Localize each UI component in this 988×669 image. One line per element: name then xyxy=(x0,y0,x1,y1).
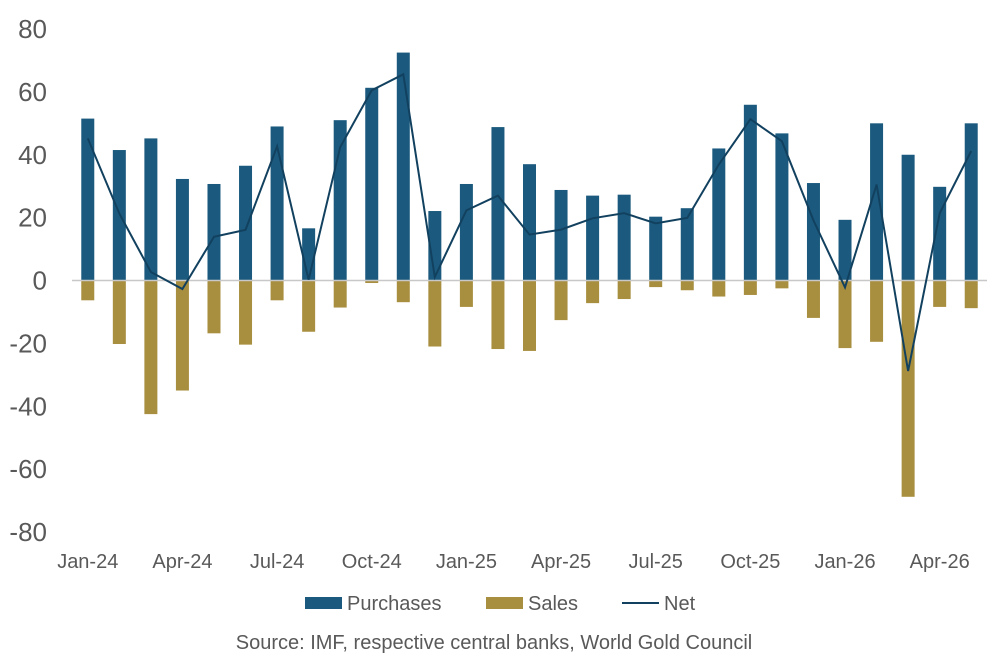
sales-bar xyxy=(743,280,757,295)
legend: Purchases Sales Net xyxy=(305,593,696,615)
x-axis: Jan-24 Apr-24 Jul-24 Oct-24 Jan-25 Apr-25 Jul-… xyxy=(57,551,969,573)
x-tick-label: Jan-25 xyxy=(436,551,497,573)
x-tick-label: Jan-24 xyxy=(57,551,118,573)
legend-sales: Sales xyxy=(486,593,578,615)
purchases-bar xyxy=(396,52,410,281)
sales-bar xyxy=(680,280,694,291)
purchases-bar xyxy=(523,164,536,281)
purchases-bar xyxy=(586,195,600,281)
y-tick-label: 0 xyxy=(33,266,47,296)
purchases-bar xyxy=(491,127,505,281)
purchases-bar xyxy=(333,120,347,281)
purchases-bar xyxy=(302,228,316,281)
sales-bar xyxy=(933,280,947,307)
y-axis: 80 60 40 20 0 -20 -40 -60 -80 xyxy=(9,14,47,547)
legend-label: Net xyxy=(664,593,696,615)
y-tick-label: -80 xyxy=(9,517,47,547)
sales-bar xyxy=(144,280,158,415)
y-tick-label: -20 xyxy=(9,328,47,358)
purchases-bar xyxy=(838,219,852,281)
y-tick-label: 80 xyxy=(18,14,47,44)
purchases-bar xyxy=(428,211,442,281)
sales-bar xyxy=(270,280,284,301)
sales-bar xyxy=(333,280,347,308)
legend-purchases: Purchases xyxy=(305,593,442,615)
y-tick-label: -40 xyxy=(9,391,47,421)
x-tick-label: Apr-25 xyxy=(531,551,591,573)
source-note: Source: IMF, respective central banks, W… xyxy=(235,632,753,654)
purchases-bar xyxy=(554,189,568,281)
sales-bar xyxy=(523,280,536,351)
x-tick-label: Jul-24 xyxy=(250,551,304,573)
sales-bar xyxy=(712,280,726,297)
sales-bar xyxy=(175,280,189,391)
sales-bar xyxy=(775,280,789,289)
purchases-bar xyxy=(649,216,663,281)
sales-bar xyxy=(239,280,253,345)
purchases-bar xyxy=(743,104,757,281)
purchases-bar xyxy=(933,186,947,281)
sales-bar xyxy=(112,280,126,345)
y-tick-label: 40 xyxy=(18,140,47,170)
legend-net: Net xyxy=(622,593,696,615)
legend-swatch xyxy=(486,597,523,609)
y-tick-label: 20 xyxy=(18,203,47,233)
x-tick-label: Jan-26 xyxy=(814,551,875,573)
sales-bar xyxy=(302,280,316,332)
purchases-bar xyxy=(617,194,631,281)
legend-swatch xyxy=(305,597,342,609)
sales-bar xyxy=(586,280,600,304)
purchases-bar xyxy=(270,126,284,281)
sales-bar xyxy=(806,280,820,318)
sales-bar xyxy=(207,280,221,334)
sales-bar xyxy=(365,280,379,284)
x-tick-label: Apr-24 xyxy=(152,551,212,573)
y-tick-label: -60 xyxy=(9,454,47,484)
purchases-bar xyxy=(901,154,915,281)
purchases-bar xyxy=(365,87,379,281)
sales-bar xyxy=(901,280,915,497)
sales-bar xyxy=(870,280,884,342)
x-tick-label: Jul-25 xyxy=(628,551,682,573)
sales-bar xyxy=(617,280,631,300)
sales-bar xyxy=(554,280,568,321)
sales-bar xyxy=(491,280,505,350)
x-tick-label: Oct-25 xyxy=(720,551,780,573)
sales-bar xyxy=(649,280,663,288)
purchases-bar xyxy=(775,133,789,281)
sales-bar xyxy=(396,280,410,303)
purchases-bar xyxy=(144,138,158,281)
legend-label: Purchases xyxy=(347,593,442,615)
x-tick-label: Oct-24 xyxy=(342,551,402,573)
sales-bar xyxy=(964,280,978,309)
net-line xyxy=(86,72,973,372)
purchases-bar xyxy=(175,178,189,281)
sales-bar xyxy=(81,280,95,301)
purchases-bar xyxy=(870,123,884,281)
sales-bar xyxy=(459,280,473,307)
bars xyxy=(81,52,978,497)
purchases-bar xyxy=(680,208,694,281)
purchases-bar xyxy=(964,123,978,281)
purchases-bar xyxy=(806,183,820,281)
y-tick-label: 60 xyxy=(18,77,47,107)
sales-bar xyxy=(428,280,442,347)
x-tick-label: Apr-26 xyxy=(910,551,970,573)
legend-label: Sales xyxy=(528,593,578,615)
purchases-bar xyxy=(712,148,726,281)
purchases-bar xyxy=(81,118,95,281)
purchases-bar xyxy=(239,165,253,281)
purchases-bar xyxy=(207,183,221,281)
sales-bar xyxy=(838,280,852,349)
purchases-bar xyxy=(459,183,473,281)
